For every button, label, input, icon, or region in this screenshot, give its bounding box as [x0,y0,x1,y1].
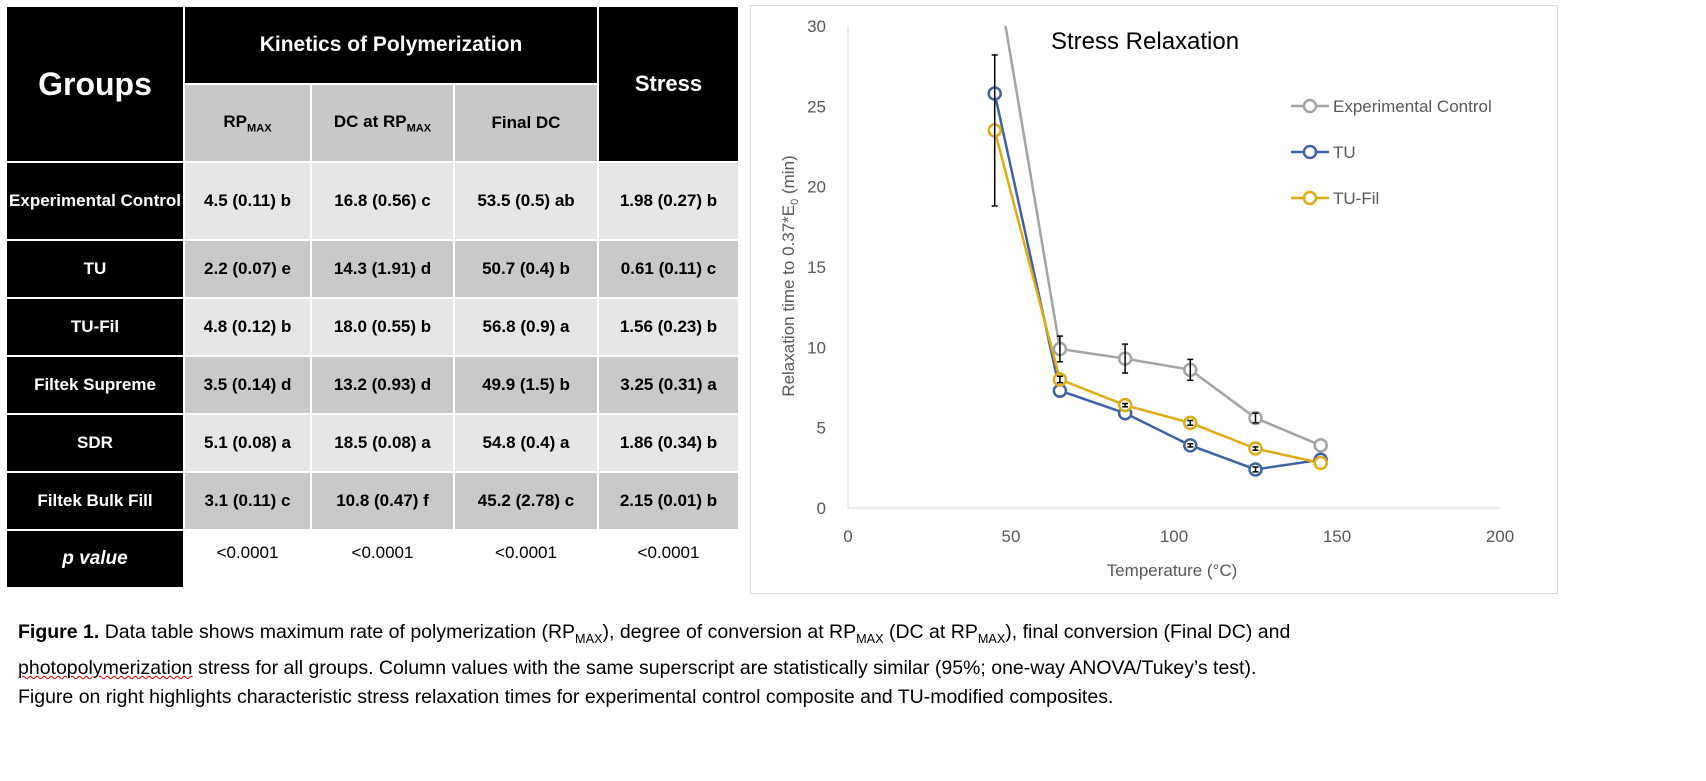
legend-label: TU [1333,143,1356,162]
group-cell: TU-Fil [7,299,183,355]
series-line-tu-fil [993,130,1321,465]
final-cell: 56.8 (0.9) a [455,299,597,355]
rp-cell: 5.1 (0.08) a [185,415,310,471]
final-cell: 45.2 (2.78) c [455,473,597,529]
dc-cell: 14.3 (1.91) d [312,241,453,297]
group-cell: Filtek Supreme [7,357,183,413]
figure-caption: Figure 1. Data table shows maximum rate … [18,618,1698,712]
data-point [1313,455,1328,471]
caption-sub: MAX [575,631,603,646]
stress-cell: 2.15 (0.01) b [599,473,738,529]
final-cell: 54.8 (0.4) a [455,415,597,471]
group-cell: TU [7,241,183,297]
rp-label: RP [223,111,248,131]
rp-sub: MAX [247,122,272,135]
y-axis-label-sub: 0 [789,199,801,205]
rp-max-header: RPMAX [185,85,310,161]
table-row: TU 2.2 (0.07) e 14.3 (1.91) d 50.7 (0.4)… [7,241,738,297]
caption-text: ), final conversion (Final DC) and [1005,621,1291,643]
dc-cell: 18.0 (0.55) b [312,299,453,355]
x-tick-label: 100 [1160,527,1188,546]
final-cell: 50.7 (0.4) b [455,241,597,297]
legend-marker [1302,98,1318,114]
x-tick-label: 200 [1486,527,1514,546]
stress-cell: 1.56 (0.23) b [599,299,738,355]
rp-cell: 4.8 (0.12) b [185,299,310,355]
legend-marker [1302,190,1318,206]
table-row: Filtek Bulk Fill 3.1 (0.11) c 10.8 (0.47… [7,473,738,529]
y-axis-label-main: Relaxation time to 0.37*E [779,205,798,397]
dc-label: DC at RP [333,111,407,131]
y-axis-label: Relaxation time to 0.37*E0 (min) [779,155,801,396]
rp-cell: 2.2 (0.07) e [185,241,310,297]
table-row: TU-Fil 4.8 (0.12) b 18.0 (0.55) b 56.8 (… [7,299,738,355]
x-tick-label: 0 [843,527,852,546]
stress-cell: 0.61 (0.11) c [599,241,738,297]
dc-cell: 16.8 (0.56) c [312,163,453,239]
final-p-cell: <0.0001 [455,531,597,587]
y-tick-label: 0 [817,499,826,518]
y-tick-label: 5 [817,419,826,438]
data-point [1313,438,1328,453]
x-tick-label: 150 [1323,527,1351,546]
caption-label: Figure 1. [18,621,100,643]
group-cell: Experimental Control [7,163,183,239]
table-row: Experimental Control 4.5 (0.11) b 16.8 (… [7,163,738,239]
y-axis-label-unit: (min) [779,155,798,198]
chart-title: Stress Relaxation [1051,28,1239,55]
legend-label: TU-Fil [1333,189,1379,208]
x-axis-label: Temperature (°C) [1107,561,1238,580]
caption-sub: MAX [856,631,884,646]
y-tick-label: 20 [807,178,826,197]
rp-p-cell: <0.0001 [185,531,310,587]
dc-p-cell: <0.0001 [312,531,453,587]
group-cell: Filtek Bulk Fill [7,473,183,529]
chart-svg: Stress Relaxation Temperature (°C) Relax… [779,17,1514,580]
final-cell: 49.9 (1.5) b [455,357,597,413]
dc-cell: 10.8 (0.47) f [312,473,453,529]
caption-text: photopolymerization [18,656,193,679]
stress-header: Stress [599,7,738,161]
stress-cell: 1.98 (0.27) b [599,163,738,239]
stress-cell: 1.86 (0.34) b [599,415,738,471]
data-table: Groups Kinetics of Polymerization Stress… [5,5,740,589]
series-line-experimental-control [1004,26,1322,447]
y-tick-label: 15 [807,258,826,277]
legend-label: Experimental Control [1333,97,1492,116]
rp-cell: 3.1 (0.11) c [185,473,310,529]
rp-cell: 3.5 (0.14) d [185,357,310,413]
dc-cell: 18.5 (0.08) a [312,415,453,471]
table-row: Filtek Supreme 3.5 (0.14) d 13.2 (0.93) … [7,357,738,413]
dc-cell: 13.2 (0.93) d [312,357,453,413]
caption-text: Data table shows maximum rate of polymer… [99,621,576,643]
caption-text: stress for all groups. Column values wit… [192,656,1257,679]
p-value-row: p value <0.0001 <0.0001 <0.0001 <0.0001 [7,531,738,587]
stress-p-cell: <0.0001 [599,531,738,587]
group-cell: SDR [7,415,183,471]
p-value-label: p value [7,531,183,587]
caption-text: Figure on right highlights characteristi… [18,685,1114,708]
plot-area [987,26,1328,477]
legend-marker [1302,144,1318,160]
caption-text: (DC at RP [883,621,978,643]
rp-cell: 4.5 (0.11) b [185,163,310,239]
stress-cell: 3.25 (0.31) a [599,357,738,413]
y-tick-label: 30 [807,17,826,36]
dc-at-rp-header: DC at RPMAX [312,85,453,161]
kinetics-header: Kinetics of Polymerization [185,7,597,83]
groups-header: Groups [7,7,183,161]
y-tick-label: 25 [807,97,826,116]
y-tick-label: 10 [807,338,826,357]
x-tick-label: 50 [1002,527,1021,546]
final-dc-header: Final DC [455,85,597,161]
final-cell: 53.5 (0.5) ab [455,163,597,239]
caption-text: ), degree of conversion at RP [602,621,857,643]
table-row: SDR 5.1 (0.08) a 18.5 (0.08) a 54.8 (0.4… [7,415,738,471]
dc-sub: MAX [406,122,432,135]
stress-relaxation-chart: Stress Relaxation Temperature (°C) Relax… [750,5,1558,594]
caption-sub: MAX [977,631,1006,646]
